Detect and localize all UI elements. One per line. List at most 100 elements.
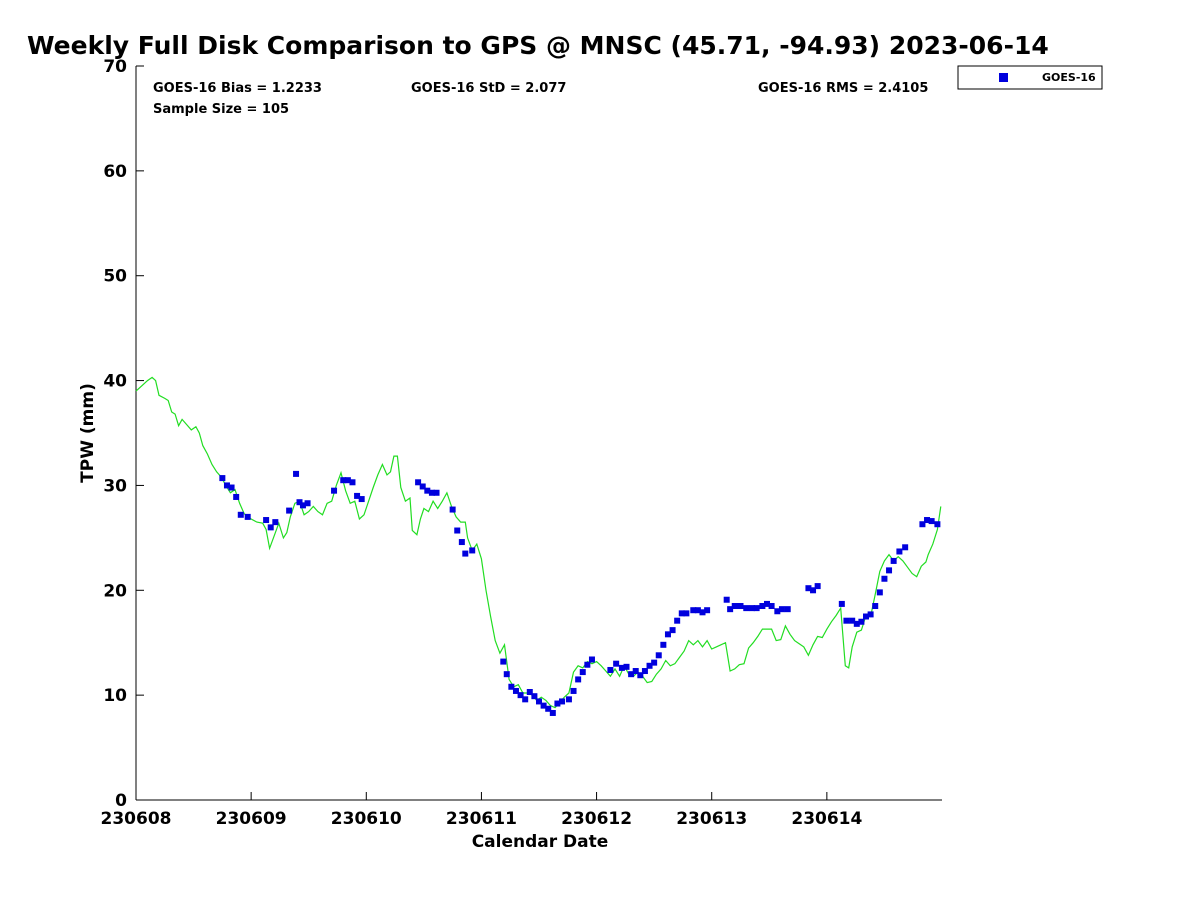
goes16-point: [628, 671, 635, 678]
sample-size-stat: Sample Size = 105: [153, 102, 289, 117]
goes16-point: [843, 617, 850, 624]
goes16-point: [272, 519, 279, 526]
goes16-point: [704, 607, 711, 614]
goes16-point: [233, 493, 240, 500]
goes16-point: [244, 513, 251, 520]
goes16-point: [286, 507, 293, 514]
x-tick-label: 230611: [446, 809, 517, 829]
goes16-point: [727, 606, 734, 613]
y-tick-label: 10: [103, 686, 127, 706]
goes16-point: [344, 477, 351, 484]
goes16-point: [219, 475, 226, 482]
goes16-point: [469, 547, 476, 554]
goes16-point: [814, 583, 821, 590]
y-axis-ticks: 0 10 20 30 40 50 60 70: [103, 57, 144, 811]
goes16-point: [454, 527, 461, 534]
goes16-point: [737, 603, 744, 610]
x-tick-label: 230608: [101, 809, 172, 829]
goes16-point: [810, 587, 817, 594]
goes16-point: [458, 539, 465, 546]
goes16-point: [531, 693, 538, 700]
x-tick-label: 230613: [676, 809, 747, 829]
goes16-point: [331, 487, 338, 494]
goes16-point: [749, 605, 756, 612]
goes16-point: [517, 692, 524, 699]
goes16-point: [419, 483, 426, 490]
goes16-point: [623, 663, 630, 670]
goes16-point: [805, 585, 812, 592]
goes16-point: [354, 492, 361, 499]
legend-box: [957, 65, 1103, 90]
goes16-point: [554, 700, 561, 707]
goes16-point: [896, 548, 903, 555]
goes16-point: [522, 696, 529, 703]
goes16-point: [674, 617, 681, 624]
goes16-point: [637, 672, 644, 679]
goes16-point: [731, 603, 738, 610]
goes16-point: [774, 608, 781, 615]
goes16-point: [759, 603, 766, 610]
goes16-point: [863, 613, 870, 620]
goes16-point: [424, 487, 431, 494]
goes16-point: [340, 477, 347, 484]
goes16-point: [660, 641, 667, 648]
goes16-point: [778, 606, 785, 613]
goes16-point: [449, 506, 456, 513]
goes16-point: [415, 479, 422, 486]
goes16-point: [570, 687, 577, 694]
goes16-point: [588, 656, 595, 663]
goes16-point: [433, 489, 440, 496]
std-stat: GOES-16 StD = 2.077: [411, 81, 566, 96]
x-axis-label: Calendar Date: [472, 832, 609, 852]
goes16-point: [228, 484, 235, 491]
goes16-point: [853, 620, 860, 627]
goes16-point: [763, 600, 770, 607]
plot-background: [136, 66, 942, 800]
goes16-point: [743, 605, 750, 612]
y-tick-label: 40: [103, 372, 127, 392]
goes16-point: [784, 606, 791, 613]
goes16-point: [664, 631, 671, 638]
x-tick-label: 230610: [331, 809, 402, 829]
goes16-point: [872, 603, 879, 610]
legend-label-goes16: GOES-16: [1042, 71, 1096, 84]
plot-area: [135, 66, 942, 801]
goes16-point: [886, 567, 893, 574]
goes16-point: [632, 668, 639, 675]
goes16-point: [924, 517, 931, 524]
goes16-point: [699, 609, 706, 616]
x-tick-label: 230609: [216, 809, 287, 829]
goes16-point: [902, 544, 909, 551]
goes16-point: [928, 518, 935, 525]
goes16-point: [263, 517, 270, 524]
goes16-point: [358, 496, 365, 503]
x-tick-label: 230614: [791, 809, 862, 829]
chart-title: Weekly Full Disk Comparison to GPS @ MNS…: [27, 31, 1049, 60]
goes16-point: [838, 600, 845, 607]
y-tick-label: 20: [103, 581, 127, 601]
goes16-point: [349, 479, 356, 486]
goes16-point: [858, 618, 865, 625]
goes16-point: [723, 596, 730, 603]
goes16-point: [267, 524, 274, 531]
goes16-point: [690, 607, 697, 614]
legend-marker-goes16: [999, 73, 1008, 82]
goes16-point: [565, 696, 572, 703]
goes16-point: [867, 611, 874, 618]
goes16-point: [641, 668, 648, 675]
goes16-point: [768, 603, 775, 610]
goes16-point: [618, 664, 625, 671]
goes16-point: [549, 709, 556, 716]
goes16-point: [540, 702, 547, 709]
goes-series: [219, 470, 941, 716]
goes16-point: [607, 666, 614, 673]
goes16-point: [296, 499, 303, 506]
goes16-point: [223, 482, 230, 489]
goes16-point: [694, 607, 701, 614]
goes16-point: [508, 683, 515, 690]
goes16-point: [669, 627, 676, 634]
goes16-point: [503, 671, 510, 678]
x-tick-label: 230612: [561, 809, 632, 829]
y-tick-label: 70: [103, 57, 127, 77]
